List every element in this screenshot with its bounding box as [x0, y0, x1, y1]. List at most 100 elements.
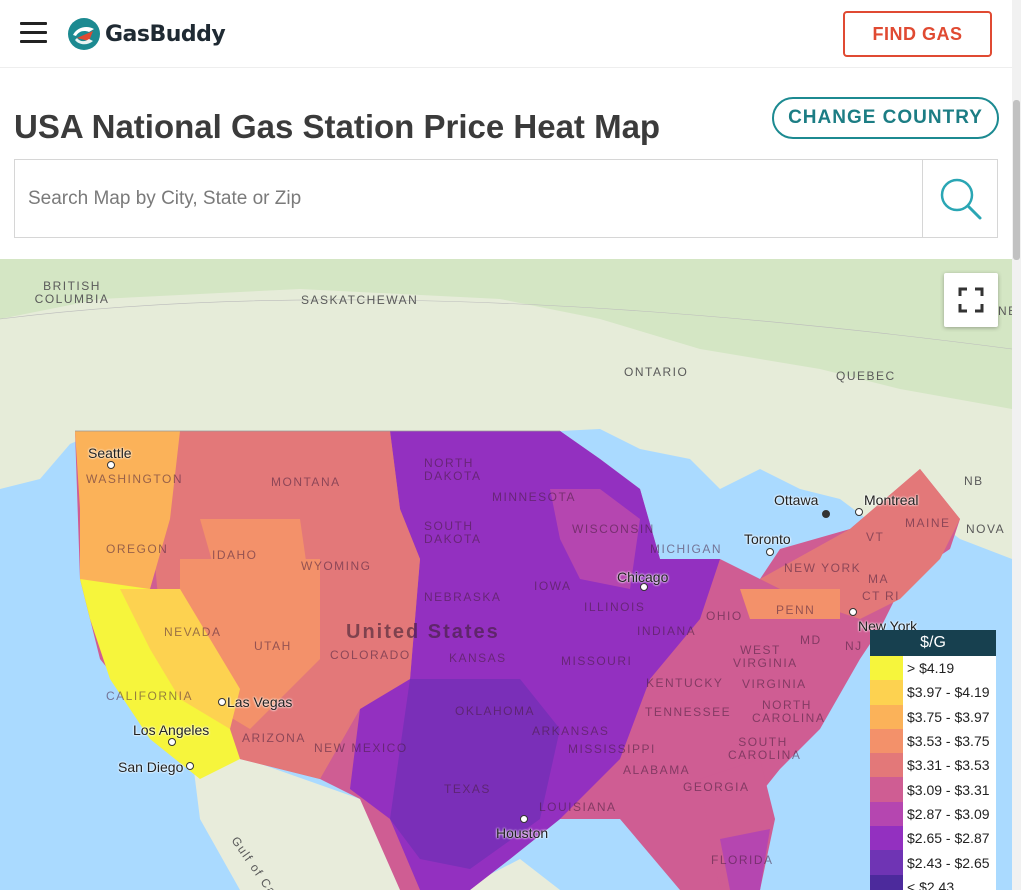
- map-canvas: [0, 259, 1012, 890]
- state-label: NJ: [845, 639, 863, 653]
- state-label: NEW YORK: [784, 561, 862, 575]
- city-label: Toronto: [744, 531, 791, 547]
- state-label: WASHINGTON: [86, 472, 184, 486]
- page-title: USA National Gas Station Price Heat Map: [14, 108, 661, 145]
- city-marker: [218, 698, 226, 706]
- state-label: FLORIDA: [711, 853, 774, 867]
- map-search-box: [14, 159, 998, 238]
- state-label: PENN: [776, 603, 816, 617]
- state-label: KANSAS: [449, 651, 507, 665]
- city-label: Seattle: [88, 445, 132, 461]
- legend-item: $3.53 - $3.75: [870, 728, 996, 754]
- state-label: ARKANSAS: [532, 724, 610, 738]
- gas-price-heat-map[interactable]: BRITISH COLUMBIA SASKATCHEWAN ONTARIO QU…: [0, 259, 1012, 890]
- menu-icon[interactable]: [20, 22, 47, 44]
- legend-swatch: [870, 753, 903, 778]
- legend-item: > $4.19: [870, 656, 996, 681]
- state-label: RI: [885, 589, 900, 603]
- city-marker: [822, 510, 830, 518]
- legend-item: $2.87 - $3.09: [870, 801, 996, 827]
- legend-item: $3.75 - $3.97: [870, 704, 996, 729]
- legend-label: $3.75 - $3.97: [907, 708, 990, 725]
- city-label: Los Angeles: [133, 722, 210, 738]
- page-scrollbar[interactable]: [1012, 0, 1021, 890]
- legend-label: $3.97 - $4.19: [907, 684, 990, 701]
- search-icon: [940, 178, 981, 219]
- state-label: TEXAS: [444, 782, 491, 796]
- city-label: Chicago: [617, 569, 669, 585]
- city-marker: [168, 738, 176, 746]
- legend-swatch: [870, 704, 903, 729]
- legend-item: $2.43 - $2.65: [870, 850, 996, 875]
- legend-swatch: [870, 728, 903, 754]
- state-label: ARIZONA: [242, 731, 306, 745]
- state-label: MONTANA: [271, 475, 341, 489]
- legend-title: $/G: [870, 630, 996, 656]
- state-label: TENNESSEE: [645, 705, 732, 719]
- legend-item: $3.09 - $3.31: [870, 777, 996, 802]
- state-label: MISSOURI: [561, 654, 633, 668]
- city-label: Houston: [496, 825, 549, 841]
- city-label: San Diego: [118, 759, 184, 775]
- search-button[interactable]: [922, 160, 998, 237]
- state-label: MISSISSIPPI: [568, 742, 656, 756]
- city-label: Montreal: [864, 492, 919, 508]
- state-label: LOUISIANA: [539, 800, 617, 814]
- region-label: BRITISH COLUMBIA: [34, 279, 110, 306]
- gasbuddy-logo-icon: [68, 18, 100, 50]
- state-label: NEBRASKA: [424, 590, 502, 604]
- state-label: OHIO: [706, 609, 743, 623]
- state-label: MINNESOTA: [492, 490, 576, 504]
- legend-label: $3.31 - $3.53: [907, 757, 990, 774]
- state-label: ILLINOIS: [584, 600, 646, 614]
- legend-swatch: [870, 680, 903, 705]
- state-label: MA: [868, 572, 889, 586]
- legend-swatch: [870, 826, 903, 851]
- city-marker: [520, 815, 528, 823]
- city-marker: [766, 548, 774, 556]
- state-label: KENTUCKY: [646, 676, 724, 690]
- legend-label: $2.87 - $3.09: [907, 805, 990, 822]
- country-label: United States: [346, 621, 500, 643]
- region-label: NB: [964, 474, 984, 488]
- region-label: NOVA: [966, 522, 1006, 536]
- gasbuddy-logo[interactable]: GasBuddy: [67, 16, 226, 52]
- state-label: NEVADA: [164, 625, 222, 639]
- legend-swatch: [870, 656, 903, 681]
- state-label: CT: [862, 589, 881, 603]
- state-label: VT: [866, 530, 885, 544]
- city-label: Las Vegas: [227, 694, 293, 710]
- state-label: SOUTH DAKOTA: [424, 519, 482, 546]
- city-label: Ottawa: [774, 492, 819, 508]
- find-gas-button[interactable]: FIND GAS: [843, 11, 992, 57]
- region-label: ONTARIO: [624, 365, 689, 379]
- state-label: INDIANA: [637, 624, 697, 638]
- city-marker: [849, 608, 857, 616]
- change-country-button[interactable]: CHANGE COUNTRY: [772, 97, 999, 139]
- fullscreen-button[interactable]: [944, 273, 998, 327]
- legend-label: $2.43 - $2.65: [907, 854, 990, 871]
- legend-label: $3.53 - $3.75: [907, 733, 990, 750]
- city-marker: [107, 461, 115, 469]
- region-label: NEW: [998, 304, 1012, 318]
- city-marker: [186, 762, 194, 770]
- state-label: CALIFORNIA: [106, 689, 194, 703]
- state-label: ALABAMA: [623, 763, 691, 777]
- state-label: IDAHO: [212, 548, 258, 562]
- scrollbar-thumb[interactable]: [1013, 100, 1020, 260]
- state-label: UTAH: [254, 639, 292, 653]
- brand-name: GasBuddy: [105, 21, 226, 47]
- legend-item: < $2.43: [870, 874, 996, 890]
- state-label: SOUTH CAROLINA: [728, 735, 802, 762]
- legend-item: $3.97 - $4.19: [870, 680, 996, 705]
- top-navigation-bar: GasBuddy FIND GAS: [0, 0, 1021, 68]
- state-label: NEW MEXICO: [314, 741, 408, 755]
- state-label: GEORGIA: [683, 780, 750, 794]
- state-label: MAINE: [905, 516, 951, 530]
- state-label: VIRGINIA: [742, 677, 807, 691]
- legend-label: > $4.19: [907, 660, 955, 677]
- legend-label: $2.65 - $2.87: [907, 830, 990, 847]
- city-marker: [855, 508, 863, 516]
- search-input[interactable]: [15, 160, 921, 237]
- legend-swatch: [870, 777, 903, 802]
